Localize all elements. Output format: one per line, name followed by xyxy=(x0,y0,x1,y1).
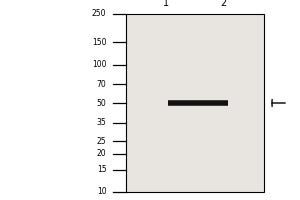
Text: 1: 1 xyxy=(164,0,169,8)
Text: 70: 70 xyxy=(97,80,106,89)
Text: 15: 15 xyxy=(97,165,106,174)
Text: 10: 10 xyxy=(97,188,106,196)
Text: 2: 2 xyxy=(220,0,226,8)
Text: 100: 100 xyxy=(92,60,106,69)
Text: 35: 35 xyxy=(97,118,106,127)
Text: 250: 250 xyxy=(92,9,106,19)
Bar xyxy=(126,14,264,192)
Text: 150: 150 xyxy=(92,38,106,47)
Text: 50: 50 xyxy=(97,98,106,108)
Text: 25: 25 xyxy=(97,137,106,146)
Text: 20: 20 xyxy=(97,149,106,158)
